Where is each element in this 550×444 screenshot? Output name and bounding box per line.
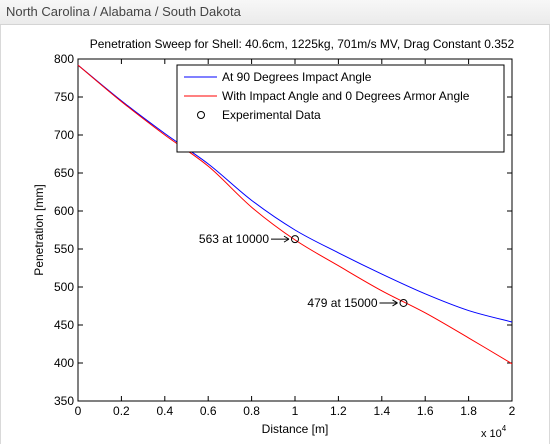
- chart-figure: Penetration Sweep for Shell: 40.6cm, 122…: [0, 25, 550, 444]
- legend-entry-2: With Impact Angle and 0 Degrees Armor An…: [222, 89, 470, 103]
- y-tick-label: 800: [54, 52, 74, 66]
- experimental-point: [291, 235, 299, 244]
- y-axis-label: Penetration [mm]: [32, 184, 46, 275]
- x-tick-label: 1.2: [330, 404, 347, 418]
- x-tick-label: 0.6: [200, 404, 217, 418]
- legend-box: [176, 64, 505, 153]
- series-line-2: [77, 64, 513, 365]
- x-tick-label: 0.8: [243, 404, 260, 418]
- annotation-arrow-head: [392, 299, 398, 307]
- series-line-1: [77, 64, 513, 323]
- x-tick-label: 0.2: [113, 404, 130, 418]
- x-tick-label: 1.8: [460, 404, 477, 418]
- legend-entry-experimental: Experimental Data: [222, 108, 321, 122]
- experimental-points: 563 at 10000 479 at 15000: [199, 232, 408, 310]
- y-tick-label: 350: [54, 394, 74, 408]
- window-title: North Carolina / Alabama / South Dakota: [6, 4, 241, 19]
- x-axis-exponent-power: 4: [502, 424, 507, 433]
- penetration-chart: Penetration Sweep for Shell: 40.6cm, 122…: [32, 37, 516, 440]
- window-title-bar: North Carolina / Alabama / South Dakota: [0, 0, 550, 25]
- y-tick-label: 500: [54, 280, 74, 294]
- axis-ticks: 0 0.2 0.4 0.6 0.8 1 1.2 1.4 1.6 1.8 2 350 400 450 500 5…: [54, 52, 516, 418]
- legend: At 90 Degrees Impact Angle With Impact An…: [176, 64, 505, 153]
- y-tick-label: 450: [54, 318, 74, 332]
- experimental-point: [399, 298, 408, 307]
- x-axis-exponent-base: x 10: [481, 428, 502, 440]
- experimental-point-label: 563 at 10000: [199, 232, 269, 246]
- x-tick-label: 2: [509, 404, 516, 418]
- x-tick-label: 1.6: [417, 404, 434, 418]
- y-tick-label: 550: [54, 242, 74, 256]
- y-tick-label: 400: [54, 356, 74, 370]
- x-tick-label: 0: [75, 404, 82, 418]
- series-lines: [77, 64, 513, 365]
- experimental-point-label: 479 at 15000: [307, 296, 377, 310]
- legend-entry-1: At 90 Degrees Impact Angle: [222, 70, 372, 84]
- y-tick-label: 600: [54, 204, 74, 218]
- x-tick-label: 0.4: [156, 404, 173, 418]
- chart-title: Penetration Sweep for Shell: 40.6cm, 122…: [90, 37, 515, 51]
- annotation-arrow-head: [283, 235, 290, 243]
- x-tick-label: 1: [292, 404, 299, 418]
- legend-marker-experimental: [197, 111, 205, 119]
- x-axis-exponent: x 104: [481, 424, 507, 440]
- x-tick-label: 1.4: [373, 404, 390, 418]
- x-axis-label: Distance [m]: [262, 422, 329, 436]
- y-tick-label: 650: [54, 166, 74, 180]
- y-tick-label: 750: [54, 90, 74, 104]
- y-tick-label: 700: [54, 128, 74, 142]
